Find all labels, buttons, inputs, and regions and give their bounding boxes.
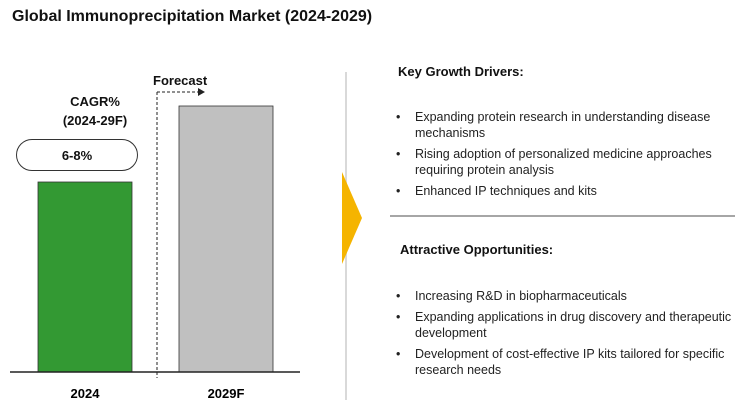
section-divider — [390, 215, 735, 217]
cagr-value-pill: 6-8% — [16, 139, 138, 171]
opportunities-list: Increasing R&D in biopharmaceuticals Exp… — [390, 288, 735, 383]
x-tick-label: 2029F — [208, 386, 245, 401]
chart-title: Global Immunoprecipitation Market (2024-… — [12, 8, 373, 25]
opportunities-title: Attractive Opportunities: — [400, 242, 554, 257]
cagr-value: 6-8% — [61, 147, 93, 163]
growth-driver-item: Rising adoption of personalized medicine… — [390, 146, 735, 178]
x-tick-label: 2024 — [71, 386, 101, 401]
forecast-arrowhead — [198, 88, 205, 96]
bar-2024 — [37, 181, 133, 373]
cagr-label-line2: (2024-29F) — [62, 113, 128, 128]
growth-driver-item: Expanding protein research in understand… — [390, 109, 735, 141]
forecast-label: Forecast — [153, 73, 208, 88]
opportunity-item: Development of cost-effective IP kits ta… — [390, 346, 735, 378]
growth-driver-item: Enhanced IP techniques and kits — [390, 183, 735, 199]
bar-2029f — [178, 105, 274, 373]
cagr-label-line1: CAGR% — [70, 94, 120, 109]
growth-drivers-list: Expanding protein research in understand… — [390, 109, 735, 204]
opportunity-item: Expanding applications in drug discovery… — [390, 309, 735, 341]
cagr-label: CAGR% (2024-29F) — [40, 92, 150, 130]
growth-drivers-title: Key Growth Drivers: — [398, 64, 524, 79]
opportunity-item: Increasing R&D in biopharmaceuticals — [390, 288, 735, 304]
